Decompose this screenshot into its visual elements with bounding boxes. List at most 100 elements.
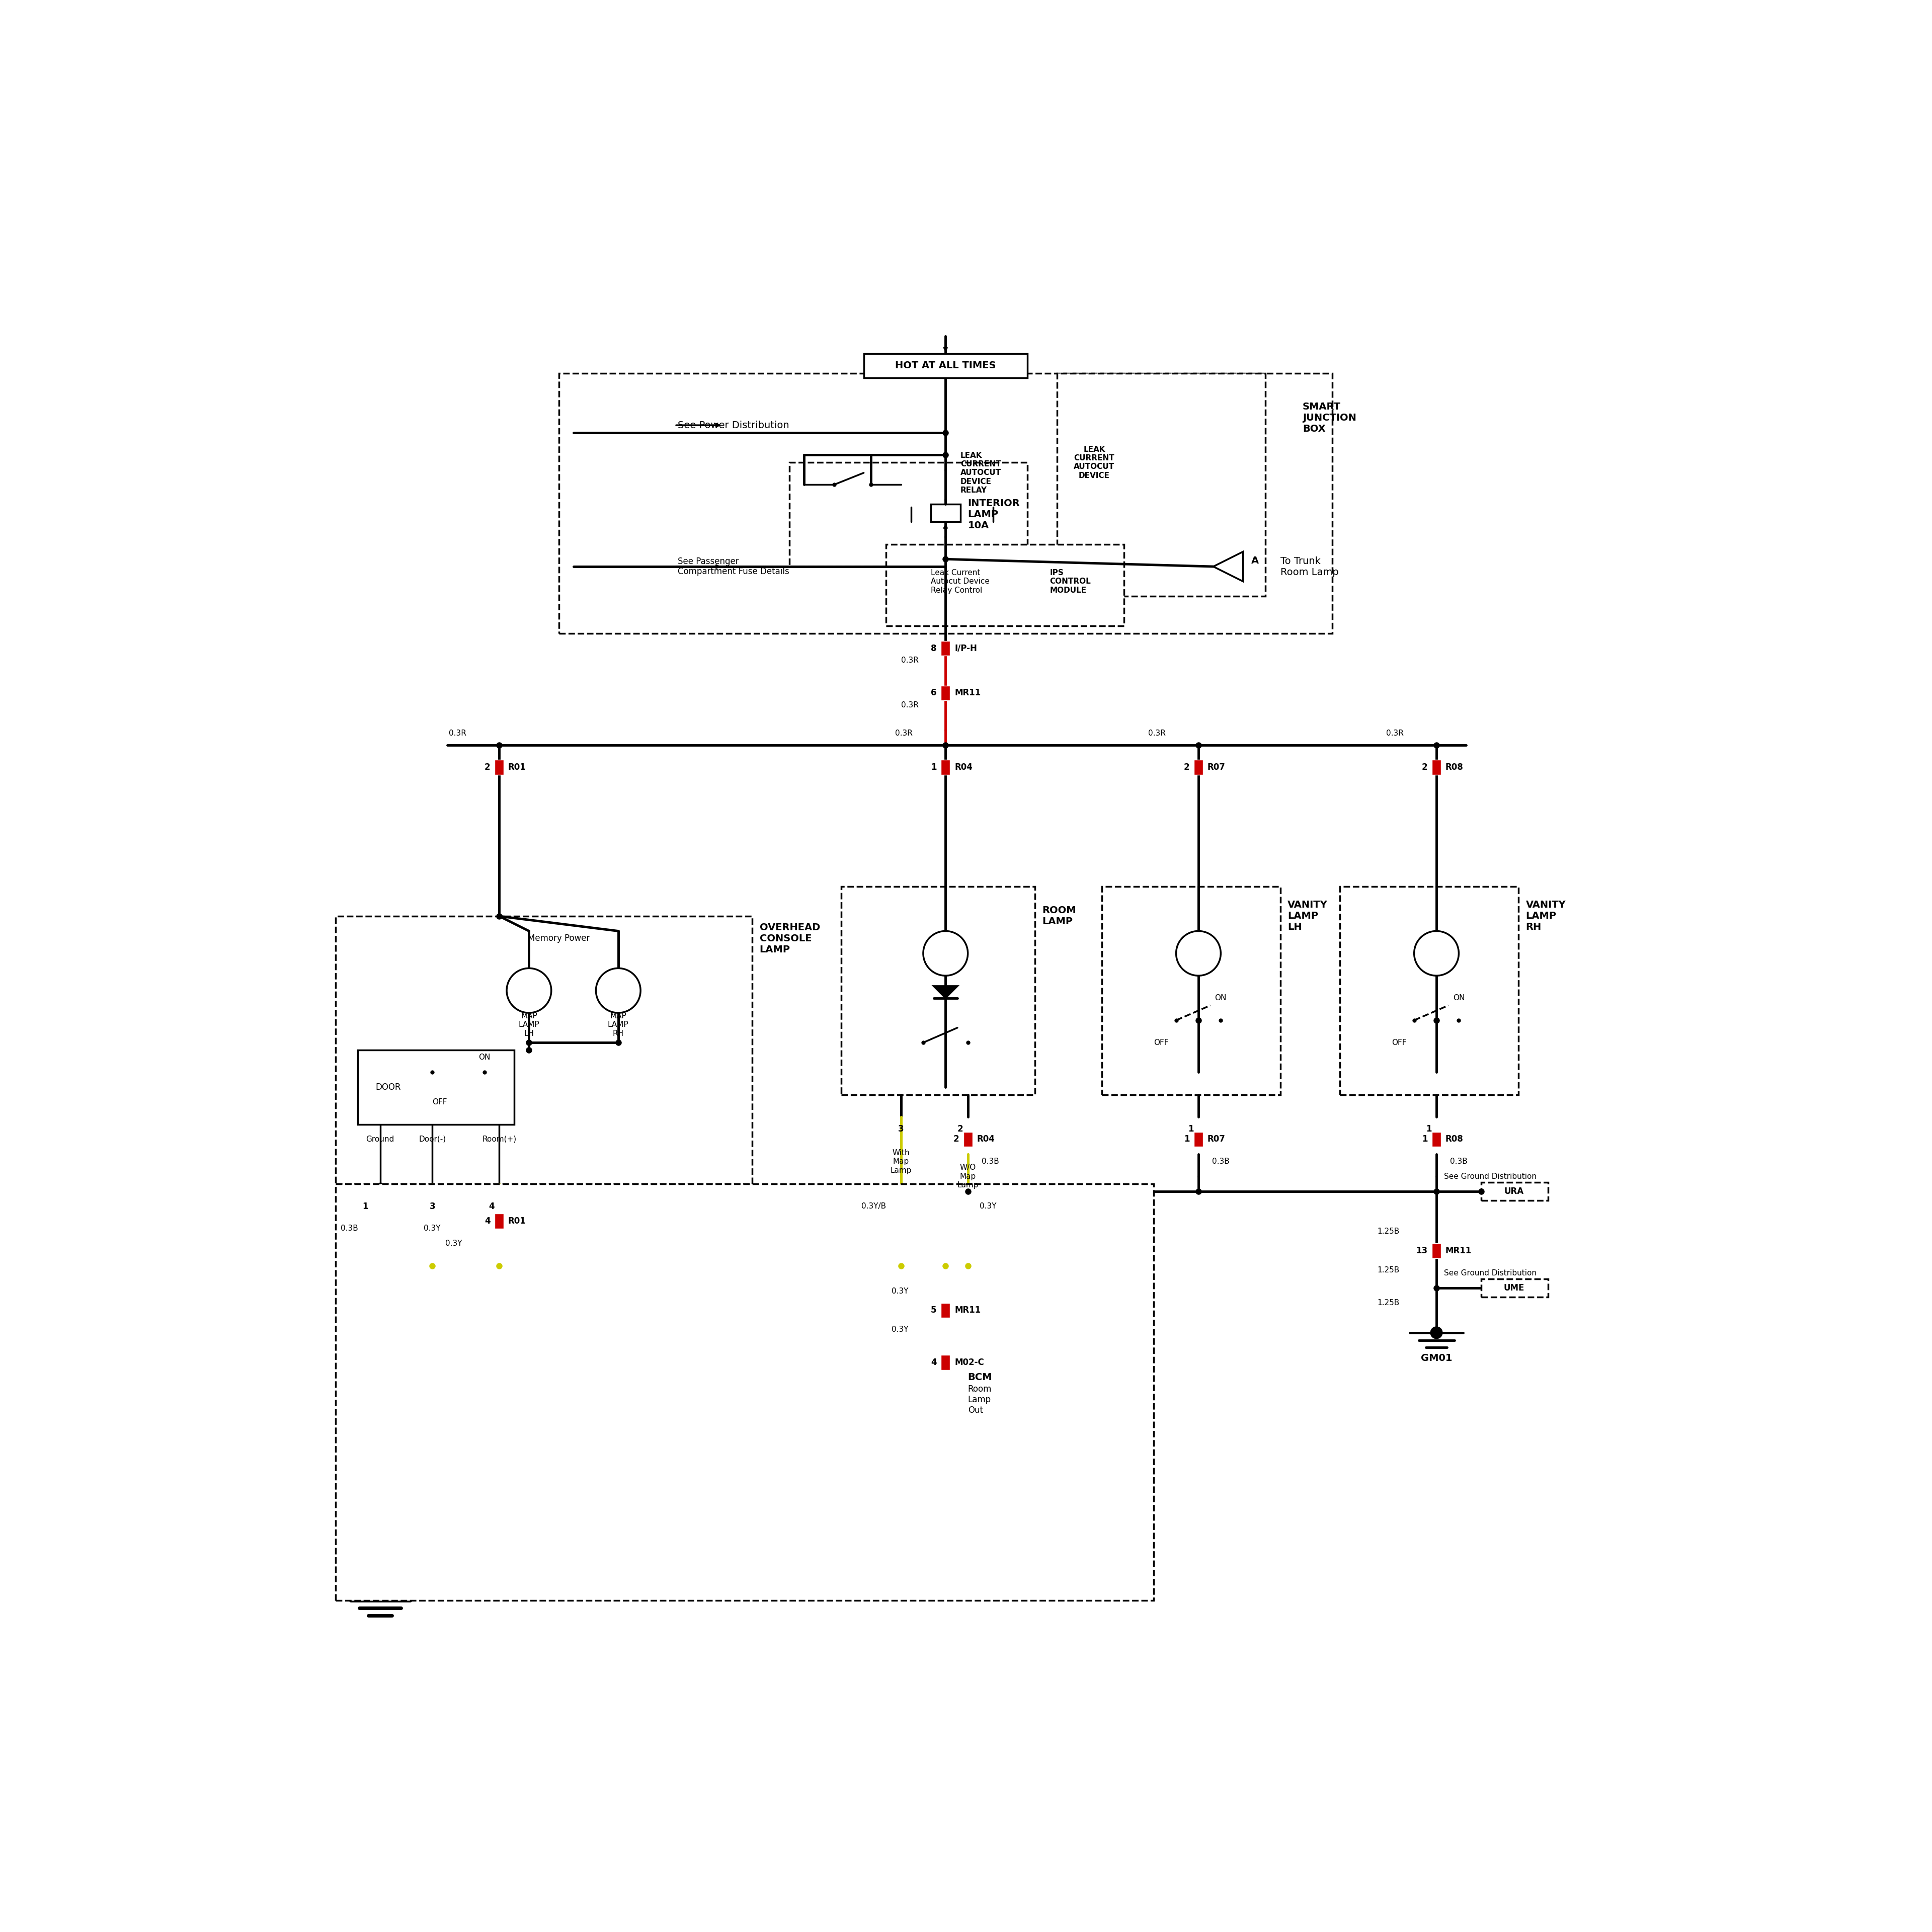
Text: VANITY
LAMP
LH: VANITY LAMP LH bbox=[1287, 900, 1327, 931]
Text: R08: R08 bbox=[1445, 763, 1463, 773]
Text: 4: 4 bbox=[485, 1217, 491, 1225]
Text: 0.3Y: 0.3Y bbox=[891, 1325, 908, 1333]
Text: 2: 2 bbox=[958, 1124, 964, 1134]
Text: R01: R01 bbox=[508, 763, 526, 773]
Bar bbox=[941, 1354, 951, 1370]
Text: See Ground Distribution: See Ground Distribution bbox=[1443, 1173, 1536, 1180]
Text: 0.3R: 0.3R bbox=[448, 730, 466, 736]
Circle shape bbox=[923, 931, 968, 976]
Text: BCM: BCM bbox=[968, 1372, 993, 1381]
Text: UME: UME bbox=[1503, 1283, 1524, 1293]
Bar bbox=[1432, 1244, 1441, 1258]
Text: 0.3Y: 0.3Y bbox=[423, 1225, 440, 1233]
Text: ON: ON bbox=[1453, 995, 1464, 1003]
Text: Memory Power: Memory Power bbox=[527, 933, 589, 943]
Text: OVERHEAD
CONSOLE
LAMP: OVERHEAD CONSOLE LAMP bbox=[759, 923, 819, 954]
Text: I/P-H: I/P-H bbox=[954, 643, 978, 653]
Bar bbox=[357, 1051, 514, 1124]
Text: OFF: OFF bbox=[1153, 1039, 1169, 1047]
Bar bbox=[840, 887, 1036, 1095]
Bar bbox=[1339, 887, 1519, 1095]
Text: 0.3R: 0.3R bbox=[1148, 730, 1165, 736]
Bar bbox=[931, 504, 960, 522]
Text: ON: ON bbox=[479, 1053, 491, 1061]
Bar bbox=[887, 545, 1124, 626]
Bar bbox=[864, 354, 1028, 377]
Text: 0.3Y: 0.3Y bbox=[891, 1287, 908, 1294]
Bar bbox=[964, 1132, 972, 1148]
Bar bbox=[1101, 887, 1281, 1095]
Bar bbox=[941, 641, 951, 655]
Text: MR11: MR11 bbox=[1445, 1246, 1472, 1256]
Text: 3: 3 bbox=[429, 1202, 435, 1211]
Text: 1: 1 bbox=[1184, 1134, 1190, 1144]
Text: 1: 1 bbox=[363, 1202, 369, 1211]
Text: 1: 1 bbox=[1188, 1124, 1194, 1134]
Bar bbox=[1482, 1182, 1548, 1200]
Bar bbox=[1194, 1132, 1204, 1148]
Text: 5: 5 bbox=[931, 1306, 937, 1316]
Text: Room(+): Room(+) bbox=[483, 1136, 516, 1144]
Bar bbox=[1482, 1279, 1548, 1296]
Polygon shape bbox=[933, 985, 958, 999]
Bar bbox=[941, 686, 951, 701]
Text: 0.3B: 0.3B bbox=[1451, 1157, 1468, 1165]
Text: See Power Distribution: See Power Distribution bbox=[678, 421, 790, 431]
Circle shape bbox=[1414, 931, 1459, 976]
Text: 2: 2 bbox=[952, 1134, 958, 1144]
Text: 4: 4 bbox=[489, 1202, 495, 1211]
Polygon shape bbox=[1213, 553, 1242, 582]
Text: MAP
LAMP
LH: MAP LAMP LH bbox=[518, 1012, 539, 1037]
Text: 2: 2 bbox=[1184, 763, 1190, 773]
Text: R08: R08 bbox=[1445, 1134, 1463, 1144]
Text: 6: 6 bbox=[931, 688, 937, 697]
Text: 0.3R: 0.3R bbox=[1385, 730, 1405, 736]
Text: MR11: MR11 bbox=[954, 1306, 981, 1316]
Text: VANITY
LAMP
RH: VANITY LAMP RH bbox=[1526, 900, 1565, 931]
Text: ROOM
LAMP: ROOM LAMP bbox=[1041, 906, 1076, 927]
Text: 4: 4 bbox=[931, 1358, 937, 1368]
Text: 2: 2 bbox=[1422, 763, 1428, 773]
Text: OFF: OFF bbox=[1391, 1039, 1406, 1047]
Text: HOT AT ALL TIMES: HOT AT ALL TIMES bbox=[895, 361, 997, 371]
Text: GM01: GM01 bbox=[1420, 1352, 1453, 1362]
Text: LEAK
CURRENT
AUTOCUT
DEVICE
RELAY: LEAK CURRENT AUTOCUT DEVICE RELAY bbox=[960, 452, 1001, 495]
Bar bbox=[1432, 1132, 1441, 1148]
Text: R01: R01 bbox=[508, 1217, 526, 1225]
Text: See Ground Distribution: See Ground Distribution bbox=[1443, 1269, 1536, 1277]
Bar bbox=[941, 1302, 951, 1318]
Text: 0.3Y: 0.3Y bbox=[980, 1202, 997, 1209]
Text: 1: 1 bbox=[1422, 1134, 1428, 1144]
Text: Leak Current
Autocut Device
Relay Control: Leak Current Autocut Device Relay Contro… bbox=[931, 568, 989, 593]
Text: See Passenger
Compartment Fuse Details: See Passenger Compartment Fuse Details bbox=[678, 556, 790, 576]
Text: MR11: MR11 bbox=[954, 688, 981, 697]
Circle shape bbox=[1177, 931, 1221, 976]
Bar bbox=[1194, 759, 1204, 775]
Text: Ground: Ground bbox=[365, 1136, 394, 1144]
Text: 0.3B: 0.3B bbox=[340, 1225, 357, 1233]
Circle shape bbox=[595, 968, 641, 1012]
Text: 0.3R: 0.3R bbox=[895, 730, 912, 736]
Text: MAP
LAMP
RH: MAP LAMP RH bbox=[609, 1012, 628, 1037]
Text: 1: 1 bbox=[931, 763, 937, 773]
Text: OFF: OFF bbox=[433, 1097, 446, 1105]
Text: R04: R04 bbox=[954, 763, 972, 773]
Bar bbox=[1057, 373, 1265, 597]
Bar bbox=[495, 759, 504, 775]
Text: 13: 13 bbox=[1416, 1246, 1428, 1256]
Text: 0.3Y/B: 0.3Y/B bbox=[862, 1202, 887, 1209]
Text: 8: 8 bbox=[931, 643, 937, 653]
Text: 1.25B: 1.25B bbox=[1378, 1267, 1399, 1273]
Text: SMART
JUNCTION
BOX: SMART JUNCTION BOX bbox=[1302, 402, 1356, 433]
Bar bbox=[336, 916, 752, 1184]
Text: 2: 2 bbox=[485, 763, 491, 773]
Text: Door(-): Door(-) bbox=[419, 1136, 446, 1144]
Text: 0.3R: 0.3R bbox=[900, 701, 920, 709]
Text: To Trunk
Room Lamp: To Trunk Room Lamp bbox=[1281, 556, 1339, 578]
Text: W/O
Map
Lamp: W/O Map Lamp bbox=[956, 1163, 978, 1188]
Text: LEAK
CURRENT
AUTOCUT
DEVICE: LEAK CURRENT AUTOCUT DEVICE bbox=[1074, 446, 1115, 479]
Circle shape bbox=[1430, 1327, 1443, 1339]
Text: 0.3R: 0.3R bbox=[900, 657, 920, 665]
Text: A: A bbox=[1252, 556, 1260, 566]
Text: With
Map
Lamp: With Map Lamp bbox=[891, 1150, 912, 1175]
